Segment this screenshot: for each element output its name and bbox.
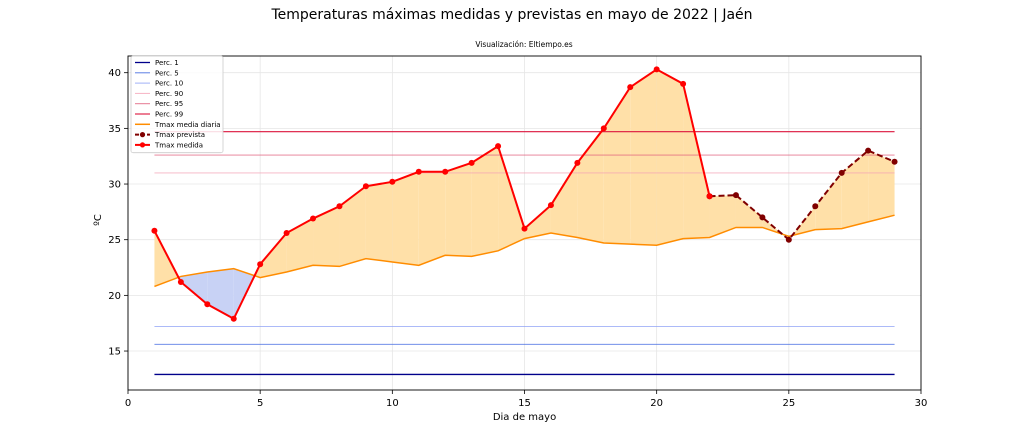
y-axis-label: ºC (93, 214, 104, 226)
legend-label: Perc. 1 (155, 59, 179, 67)
fill-above-mean (471, 146, 499, 257)
series-line-mean (154, 214, 895, 288)
fill-below-mean (207, 268, 234, 319)
fill-above-mean (365, 181, 393, 262)
fill-above-mean (286, 218, 314, 272)
measured-point (706, 193, 713, 200)
measured-point (230, 315, 237, 322)
y-tick-label: 35 (108, 124, 121, 135)
fill-above-mean (603, 87, 631, 245)
y-tick-label: 25 (108, 235, 121, 246)
measured-point (521, 225, 528, 232)
fill-above-mean (630, 69, 657, 246)
measured-point (680, 80, 687, 87)
chart-title: Temperaturas máximas medidas y previstas… (270, 7, 752, 23)
fill-above-mean (260, 233, 287, 278)
measured-point (204, 301, 211, 308)
y-tick-label: 30 (108, 180, 121, 191)
x-tick-label: 0 (125, 398, 131, 409)
measured-point (627, 84, 634, 91)
measured-point (574, 159, 581, 166)
fill-above-mean (154, 230, 179, 287)
measured-point (336, 203, 343, 210)
x-tick-label: 10 (386, 398, 399, 409)
forecast-point (891, 158, 898, 165)
forecast-point (865, 147, 872, 154)
forecast-point (785, 236, 792, 243)
legend-marker (139, 132, 146, 138)
fill-above-mean (524, 205, 551, 239)
fill-above-mean (841, 150, 869, 229)
x-tick-label: 15 (518, 398, 531, 409)
fill-above-mean (418, 171, 446, 266)
measured-point (177, 279, 184, 286)
forecast-point (812, 203, 819, 210)
fill-above-mean (392, 171, 419, 266)
measured-point (389, 178, 396, 185)
legend-label: Perc. 10 (155, 80, 183, 88)
fill-above-mean (735, 195, 763, 228)
measured-point (468, 159, 475, 166)
legend-box (130, 55, 224, 154)
measured-point (653, 66, 660, 73)
measured-point (362, 183, 369, 190)
legend-label: Perc. 5 (155, 69, 179, 77)
y-tick-label: 40 (108, 68, 121, 79)
fill-below-mean (180, 271, 208, 305)
measured-point (310, 215, 317, 222)
measured-point (600, 125, 607, 132)
legend-label: Tmax medida (154, 141, 203, 149)
y-tick-label: 20 (108, 291, 121, 302)
measured-point (495, 143, 502, 150)
fill-above-mean (868, 150, 895, 222)
forecast-point (759, 214, 766, 221)
fill-above-mean (656, 69, 684, 246)
series-line-measured (153, 68, 711, 321)
series-line-forecast (709, 149, 895, 242)
measured-point (415, 168, 422, 175)
measured-point (283, 230, 290, 237)
fill-above-mean (339, 186, 366, 267)
legend-label: Perc. 95 (155, 100, 183, 108)
fill-above-mean (498, 146, 525, 251)
plot-area: 0 5 10 15 20 25 30 15 20 25 30 35 40 Perc. 1 Perc. 5 Pe… (108, 55, 928, 409)
measured-point (442, 168, 449, 175)
fill-above-mean (313, 206, 340, 267)
x-tick-label: 5 (257, 398, 263, 409)
fill-above-mean (683, 83, 710, 239)
y-tick-label: 15 (108, 347, 121, 358)
legend-marker (139, 142, 146, 148)
legend-label: Perc. 99 (155, 111, 183, 119)
measured-point (151, 227, 158, 234)
x-tick-label: 25 (782, 398, 795, 409)
forecast-point (732, 192, 739, 199)
x-tick-label: 30 (915, 398, 928, 409)
fill-above-mean (709, 195, 736, 238)
legend-label: Tmax media diaria (154, 121, 221, 129)
legend-label: Perc. 90 (155, 90, 183, 98)
forecast-point (838, 169, 845, 176)
x-tick-label: 20 (650, 398, 663, 409)
x-axis-label: Dia de mayo (493, 412, 556, 423)
fill-above-mean (550, 162, 578, 238)
fill-above-mean (577, 128, 604, 244)
measured-point (547, 202, 554, 209)
fill-above-mean (445, 162, 472, 257)
chart-subtitle: Visualización: Eltiempo.es (475, 40, 572, 49)
legend-label: Tmax prevista (154, 131, 205, 139)
measured-point (257, 261, 264, 268)
fill-above-mean (815, 172, 842, 230)
